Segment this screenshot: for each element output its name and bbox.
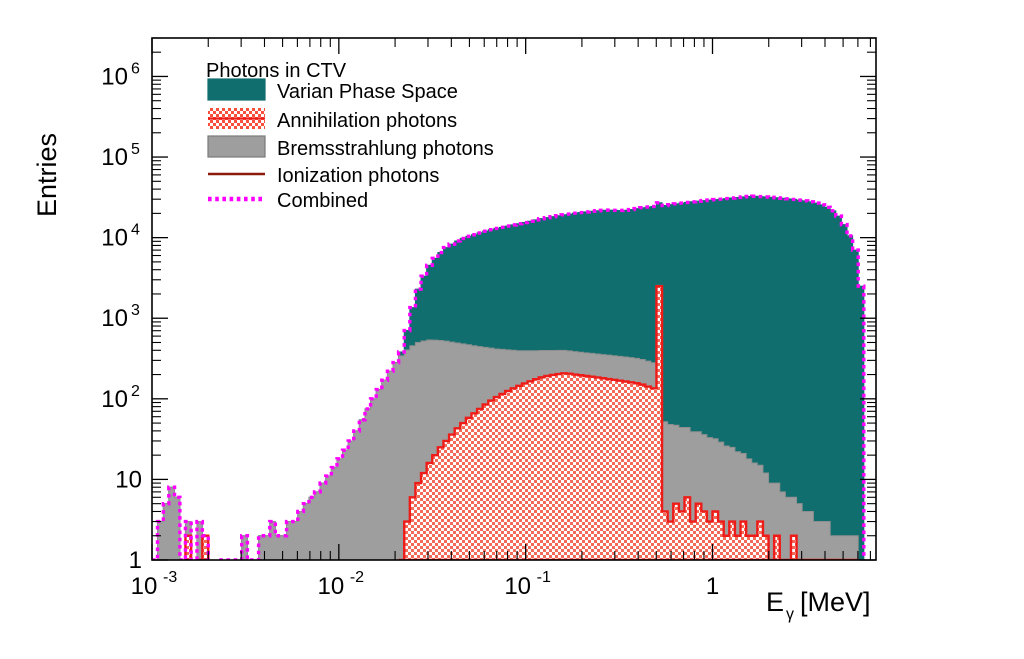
y-tick-label: 10 6 [101,60,140,90]
y-tick-mantissa: 10 [115,466,142,493]
legend-entry: Ionization photons [208,165,439,187]
legend-entries: Varian Phase Space Annihilation photons Br… [207,78,494,212]
x-axis-title-subscript: γ [786,606,794,623]
x-tick-label: 10 -3 [131,569,178,600]
y-tick-label: 10 3 [101,302,140,332]
y-tick-mantissa: 1 [129,547,142,574]
legend-entry: Bremsstrahlung photons [207,135,494,160]
legend: Photons in CTV Varian Phase Space Annihil… [206,60,494,212]
y-axis-ticks [152,37,876,561]
x-axis-ticks [151,38,871,560]
x-tick-mantissa: 10 [317,573,344,600]
data-series-layer [152,194,866,560]
y-tick-mantissa: 10 [101,386,128,413]
x-tick-label: 10 -1 [504,569,551,600]
y-tick-label: 10 4 [101,222,140,252]
y-tick-exponent: 4 [131,222,140,239]
legend-swatch [207,78,266,101]
x-tick-mantissa: 10 [504,573,531,600]
legend-swatch [207,135,266,158]
legend-label: Annihilation photons [277,110,457,132]
y-tick-exponent: 3 [131,302,140,319]
y-tick-mantissa: 10 [101,225,128,252]
legend-title: Photons in CTV [206,60,347,82]
plot-frame [151,37,877,561]
x-axis-title: E γ [MeV] [766,587,871,623]
y-tick-mantissa: 10 [101,144,128,171]
x-tick-mantissa: 10 [131,573,158,600]
x-tick-mantissa: 1 [706,573,719,600]
y-tick-mantissa: 10 [101,63,128,90]
legend-label: Bremsstrahlung photons [277,138,494,160]
x-axis-title-unit: [MeV] [800,587,871,617]
y-axis-title: Entries [32,133,62,217]
legend-label: Varian Phase Space [277,81,458,103]
y-tick-exponent: 2 [131,383,140,400]
x-tick-exponent: -3 [163,569,177,586]
y-tick-label: 10 [115,466,142,493]
axis-titles: Entries E γ [MeV] [32,133,871,623]
legend-label: Combined [277,190,368,212]
x-tick-label: 10 -2 [317,569,364,600]
legend-entry: Combined [208,190,368,212]
legend-label: Ionization photons [277,165,439,187]
x-tick-exponent: -1 [537,569,551,586]
legend-entry: Varian Phase Space [207,78,458,103]
x-tick-label: 1 [706,573,719,600]
x-axis-title-base: E [766,587,784,617]
y-tick-mantissa: 10 [101,305,128,332]
y-tick-label: 10 5 [101,141,140,171]
legend-entry: Annihilation photons [208,108,457,132]
y-tick-label: 10 2 [101,383,140,413]
y-tick-exponent: 6 [131,60,140,77]
x-axis-tick-labels: 10 -3 10 -2 10 -1 1 [131,569,720,600]
y-tick-label: 1 [129,547,142,574]
x-tick-exponent: -2 [350,569,364,586]
y-tick-exponent: 5 [131,141,140,158]
